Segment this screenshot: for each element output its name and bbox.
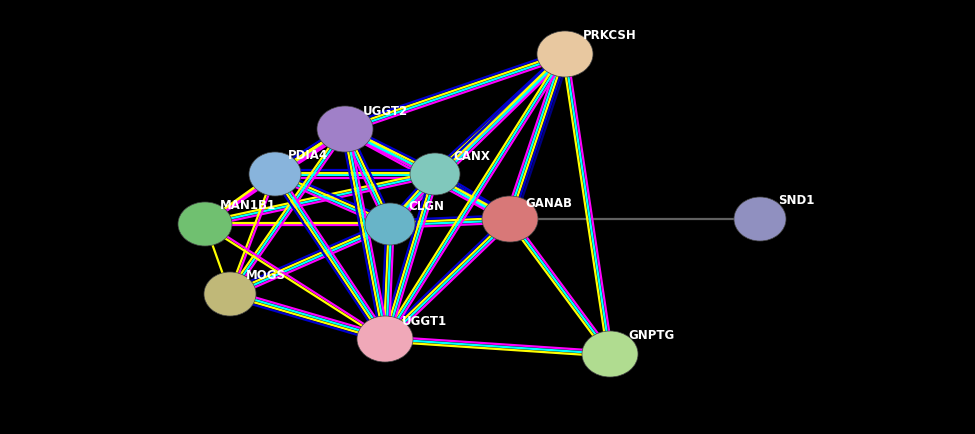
Ellipse shape	[537, 32, 593, 78]
Text: SND1: SND1	[778, 194, 814, 207]
Text: CLGN: CLGN	[408, 200, 444, 213]
Ellipse shape	[178, 203, 232, 247]
Ellipse shape	[204, 273, 256, 316]
Ellipse shape	[249, 153, 301, 197]
Text: CANX: CANX	[453, 150, 489, 163]
Text: MAN1B1: MAN1B1	[220, 198, 276, 211]
Text: MOGS: MOGS	[246, 268, 286, 281]
Text: UGGT2: UGGT2	[363, 105, 409, 118]
Text: PDIA4: PDIA4	[288, 149, 329, 161]
Ellipse shape	[365, 204, 415, 246]
Ellipse shape	[317, 107, 373, 153]
Text: GNPTG: GNPTG	[628, 328, 675, 341]
Ellipse shape	[582, 331, 638, 377]
Ellipse shape	[410, 154, 460, 196]
Ellipse shape	[482, 197, 538, 243]
Text: PRKCSH: PRKCSH	[583, 29, 637, 42]
Ellipse shape	[734, 197, 786, 241]
Ellipse shape	[357, 316, 413, 362]
Text: GANAB: GANAB	[525, 197, 572, 210]
Text: UGGT1: UGGT1	[402, 314, 448, 327]
